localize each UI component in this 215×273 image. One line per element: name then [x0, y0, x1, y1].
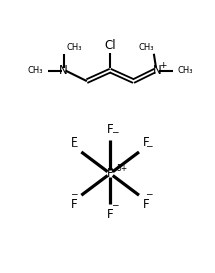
Text: −: − [145, 189, 152, 198]
Text: Cl: Cl [104, 39, 116, 52]
Text: CH₃: CH₃ [27, 66, 43, 75]
Text: F: F [71, 136, 78, 149]
Text: CH₃: CH₃ [178, 66, 193, 75]
Text: CH₃: CH₃ [138, 43, 154, 52]
Text: P: P [107, 167, 114, 180]
Text: CH₃: CH₃ [66, 43, 82, 52]
Text: −: − [111, 200, 119, 209]
Text: F: F [71, 198, 78, 211]
Text: F: F [143, 198, 149, 211]
Text: −: − [70, 141, 77, 150]
Text: F: F [107, 208, 114, 221]
Text: N: N [152, 64, 161, 77]
Text: −: − [145, 141, 152, 150]
Text: 5+: 5+ [117, 164, 128, 173]
Text: N: N [59, 64, 68, 77]
Text: −: − [111, 127, 119, 136]
Text: −: − [70, 189, 77, 198]
Text: F: F [107, 123, 114, 136]
Text: F: F [143, 136, 149, 149]
Text: +: + [160, 61, 167, 70]
